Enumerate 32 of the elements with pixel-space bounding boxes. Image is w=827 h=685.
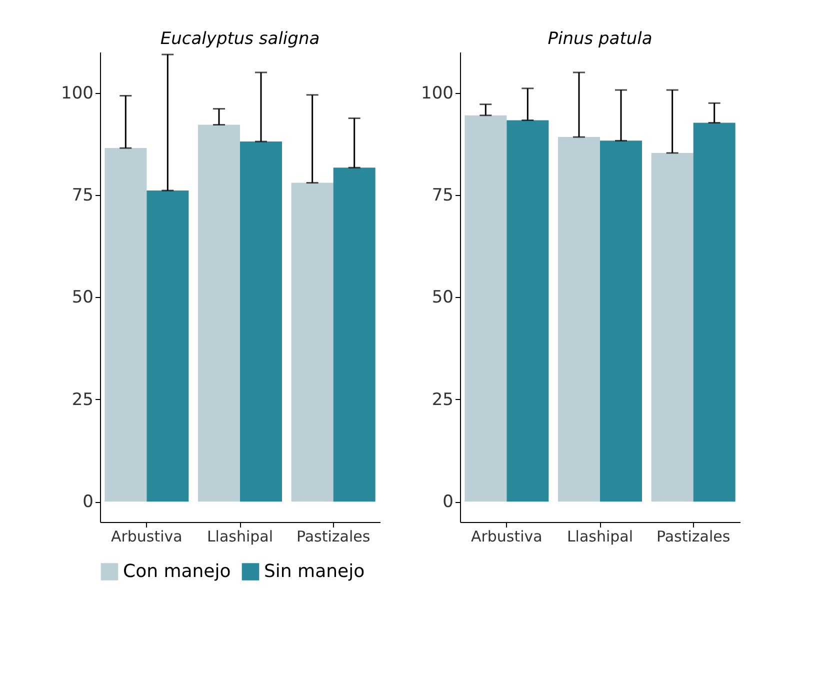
bar [651, 152, 694, 502]
x-tick-label: Pastizales [296, 528, 370, 546]
bar [240, 142, 282, 502]
bar [291, 182, 334, 502]
x-tick-label: Llashipal [206, 528, 274, 546]
bar [600, 140, 642, 502]
y-tick-label: 25 [72, 390, 94, 410]
bar [693, 122, 736, 502]
y-tick-label: 50 [432, 288, 454, 308]
y-tick-label: 0 [82, 492, 94, 512]
legend-label: Sin manejo [264, 560, 365, 582]
bar [506, 120, 549, 502]
legend-label: Con manejo [123, 560, 231, 582]
bar [333, 168, 376, 502]
bar [464, 115, 507, 502]
x-tick-label: Pastizales [656, 528, 730, 546]
y-tick-label: 25 [432, 390, 454, 410]
y-tick-label: 100 [421, 83, 454, 104]
chart-title: Pinus patula [548, 29, 652, 49]
y-tick-label: 50 [72, 288, 94, 308]
y-tick-label: 100 [61, 83, 94, 104]
bar [198, 124, 240, 502]
bar [558, 137, 600, 502]
y-tick-label: 75 [72, 186, 94, 206]
chart-title: Eucalyptus saligna [160, 29, 320, 49]
y-tick-label: 75 [432, 186, 454, 206]
bar [104, 148, 147, 502]
y-tick-label: 0 [442, 492, 454, 512]
x-tick-label: Arbustiva [110, 528, 182, 546]
x-tick-label: Llashipal [566, 528, 634, 546]
x-tick-label: Arbustiva [470, 528, 542, 546]
bar [146, 190, 189, 502]
